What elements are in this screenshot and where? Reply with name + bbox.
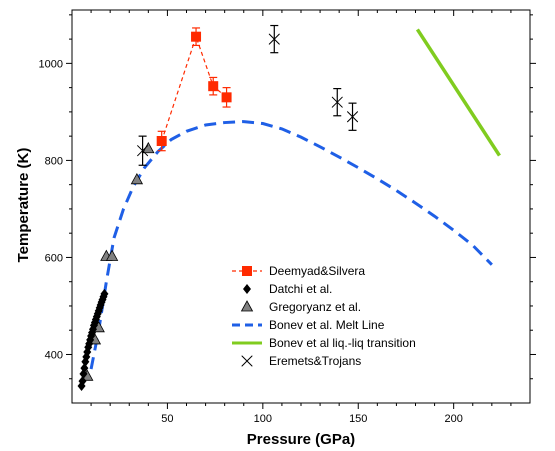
data-point <box>156 136 167 146</box>
data-point <box>221 92 232 103</box>
legend-entry: Gregoryanz et al. <box>240 300 361 314</box>
legend-entry: Eremets&Trojans <box>241 354 361 368</box>
legend-swatch <box>242 266 252 276</box>
data-point <box>78 376 87 387</box>
x-tick-label: 200 <box>444 413 462 425</box>
y-tick-label: 400 <box>45 349 63 361</box>
data-point <box>80 363 89 374</box>
data-point <box>331 96 343 108</box>
axis-ticks: 50 100 150 200 400 600 800 1000 <box>39 10 536 425</box>
data-point <box>130 172 144 185</box>
legend-label: Bonev et al. Melt Line <box>269 318 385 332</box>
series-group <box>77 24 501 392</box>
x-tick-label: 50 <box>161 413 173 425</box>
x-tick-label: 150 <box>349 413 367 425</box>
legend-label: Bonev et al liq.-liq transition <box>269 336 416 350</box>
legend-entry: Datchi et al. <box>243 282 332 296</box>
data-point <box>137 145 149 157</box>
legend-label: Gregoryanz et al. <box>269 300 361 314</box>
legend: Deemyad&Silvera Datchi et al. Gregoryanz e… <box>232 264 416 368</box>
legend-label: Datchi et al. <box>269 282 332 296</box>
y-axis-title: Temperature (K) <box>15 148 32 263</box>
connecting-line <box>161 34 227 142</box>
series-4 <box>415 28 501 157</box>
data-point <box>208 81 219 92</box>
legend-label: Deemyad&Silvera <box>269 264 365 278</box>
melt-line <box>89 120 493 370</box>
legend-entry: Bonev et al. Melt Line <box>232 318 385 332</box>
y-tick-label: 1000 <box>39 58 63 70</box>
data-point <box>100 288 109 299</box>
y-tick-label: 800 <box>45 155 63 167</box>
legend-entry: Deemyad&Silvera <box>232 264 365 278</box>
data-point <box>105 249 119 261</box>
y-tick-label: 600 <box>45 252 63 264</box>
series-0 <box>156 27 232 152</box>
series-1 <box>77 288 109 392</box>
legend-label: Eremets&Trojans <box>269 354 361 368</box>
legend-swatch <box>240 300 254 312</box>
series-3 <box>89 120 493 370</box>
series-5 <box>137 24 359 166</box>
data-point <box>347 111 359 123</box>
x-tick-label: 100 <box>254 413 272 425</box>
data-point <box>268 33 280 45</box>
legend-swatch <box>243 284 251 294</box>
x-axis-title: Pressure (GPa) <box>247 431 355 448</box>
legend-swatch <box>241 355 253 367</box>
legend-entry: Bonev et al liq.-liq transition <box>232 336 416 350</box>
transition-line <box>415 28 501 157</box>
data-point <box>191 31 202 42</box>
